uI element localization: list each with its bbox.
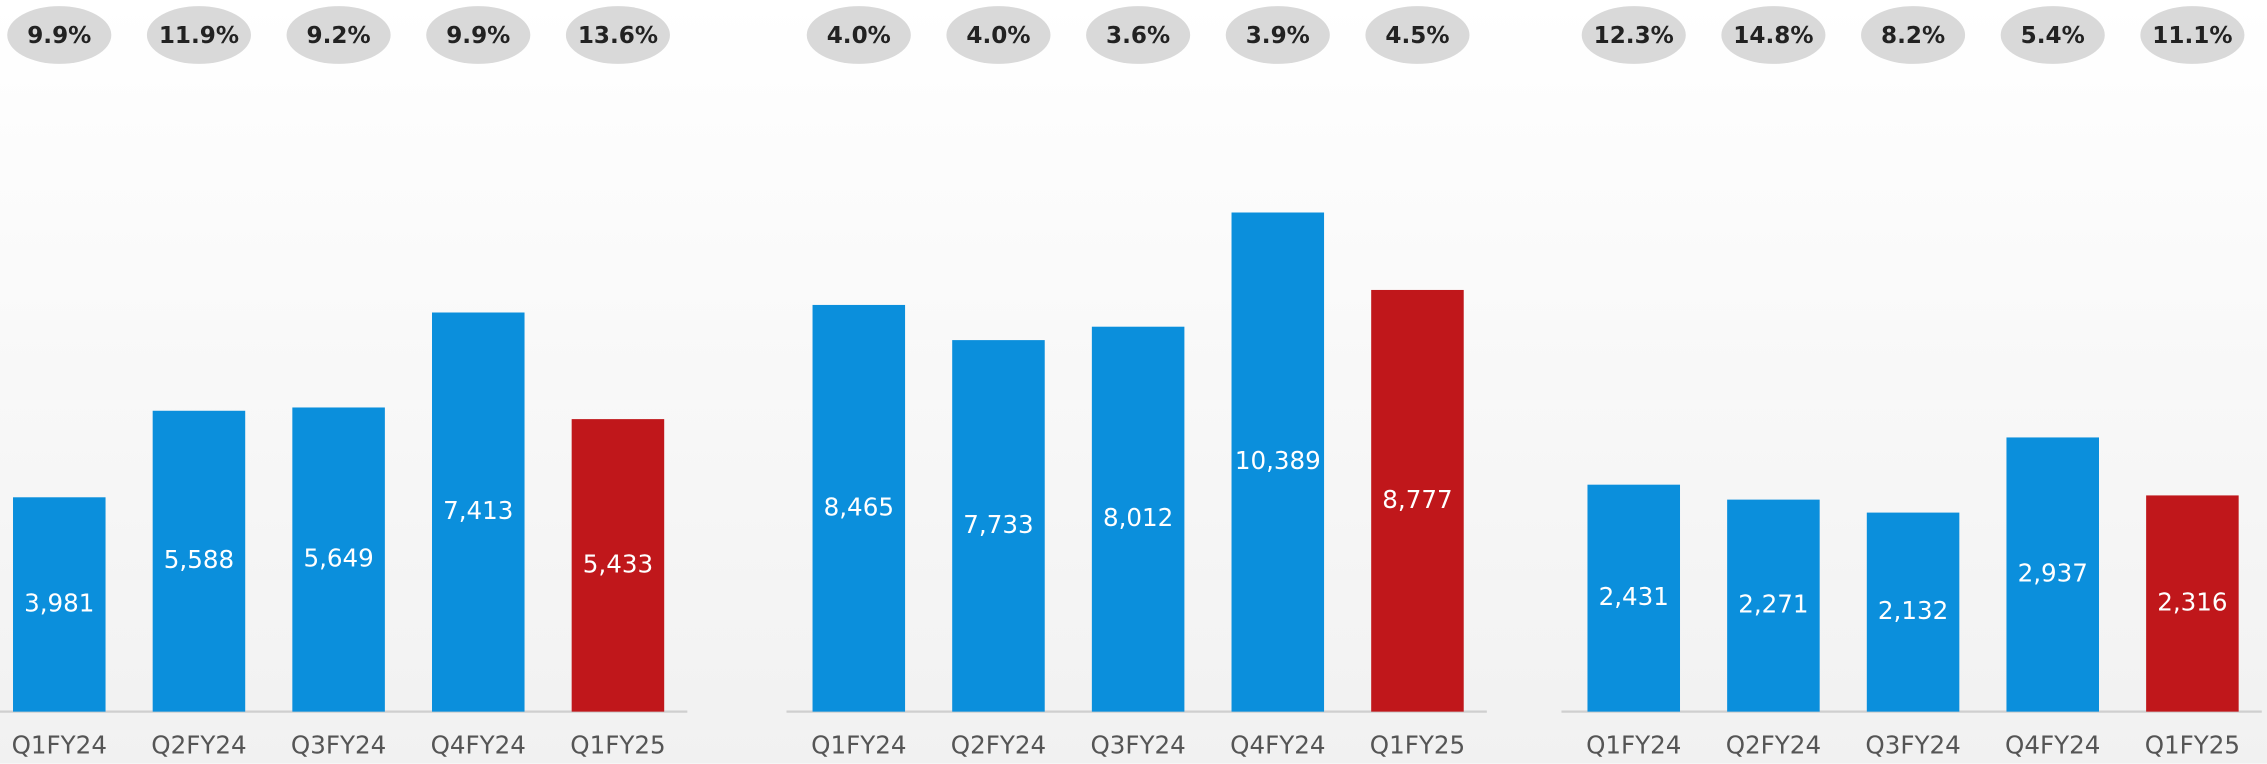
value-label: 5,649 [303, 544, 373, 573]
x-tick-label: Q1FY25 [1370, 730, 1465, 759]
x-tick-label: Q1FY25 [2145, 730, 2240, 759]
growth-badge [286, 6, 391, 64]
value-label: 10,389 [1235, 446, 1321, 475]
growth-badge [1721, 6, 1826, 64]
growth-badge [1365, 6, 1470, 64]
bar [571, 419, 665, 712]
x-tick-label: Q3FY24 [1090, 730, 1185, 759]
growth-label: 9.9% [446, 23, 510, 49]
x-tick-label: Q2FY24 [151, 730, 246, 759]
growth-badge [1225, 6, 1330, 64]
growth-label: 3.9% [1246, 23, 1310, 49]
value-label: 8,777 [1382, 485, 1452, 514]
bar [1587, 484, 1681, 712]
growth-badge [2000, 6, 2105, 64]
bar [292, 407, 385, 712]
growth-badge [1086, 6, 1191, 64]
x-tick-label: Q4FY24 [431, 730, 526, 759]
value-label: 2,132 [1878, 596, 1948, 625]
growth-label: 4.0% [966, 23, 1030, 49]
growth-badge [7, 6, 112, 64]
growth-label: 9.9% [27, 23, 91, 49]
growth-badge [565, 6, 670, 64]
value-label: 5,588 [164, 545, 234, 574]
x-tick-label: Q1FY24 [811, 730, 906, 759]
bar [1231, 212, 1325, 712]
growth-badge [2140, 6, 2245, 64]
growth-label: 5.4% [2021, 23, 2085, 49]
bar [13, 497, 106, 712]
growth-badge [426, 6, 531, 64]
x-tick-label: Q1FY25 [570, 730, 665, 759]
growth-label: 8.2% [1881, 23, 1945, 49]
value-label: 2,316 [2157, 588, 2227, 617]
x-tick-label: Q2FY24 [1726, 730, 1821, 759]
growth-badge [146, 6, 251, 64]
growth-label: 13.6% [578, 23, 658, 49]
value-label: 7,733 [963, 510, 1033, 539]
growth-label: 4.0% [827, 23, 891, 49]
growth-label: 11.1% [2152, 23, 2232, 49]
growth-label: 12.3% [1594, 23, 1674, 49]
value-label: 8,465 [824, 492, 894, 521]
bar [812, 304, 906, 712]
x-tick-label: Q1FY24 [12, 730, 107, 759]
value-label: 2,937 [2018, 559, 2088, 588]
growth-label: 11.9% [159, 23, 239, 49]
bar [952, 340, 1045, 712]
bar [152, 410, 246, 712]
value-label: 5,433 [583, 549, 653, 578]
bar [2006, 437, 2099, 712]
growth-badge [1861, 6, 1966, 64]
growth-label: 3.6% [1106, 23, 1170, 49]
x-tick-label: Q4FY24 [2005, 730, 2100, 759]
value-label: 2,271 [1738, 590, 1808, 619]
value-label: 7,413 [443, 496, 513, 525]
x-tick-label: Q3FY24 [1865, 730, 1960, 759]
value-label: 8,012 [1103, 503, 1173, 532]
bar [1727, 499, 1820, 712]
x-tick-label: Q4FY24 [1230, 730, 1325, 759]
growth-label: 9.2% [307, 23, 371, 49]
value-label: 3,981 [24, 588, 94, 617]
growth-badge [806, 6, 911, 64]
growth-label: 14.8% [1733, 23, 1813, 49]
bar [1091, 326, 1185, 712]
bar [432, 312, 525, 712]
x-tick-label: Q1FY24 [1586, 730, 1681, 759]
growth-label: 4.5% [1385, 23, 1449, 49]
growth-badge [1581, 6, 1686, 64]
x-tick-label: Q3FY24 [291, 730, 386, 759]
x-tick-label: Q2FY24 [951, 730, 1046, 759]
bar [1866, 512, 1960, 712]
growth-badge [946, 6, 1051, 64]
bar [2146, 495, 2239, 712]
value-label: 2,431 [1599, 582, 1669, 611]
bar [1371, 289, 1464, 712]
